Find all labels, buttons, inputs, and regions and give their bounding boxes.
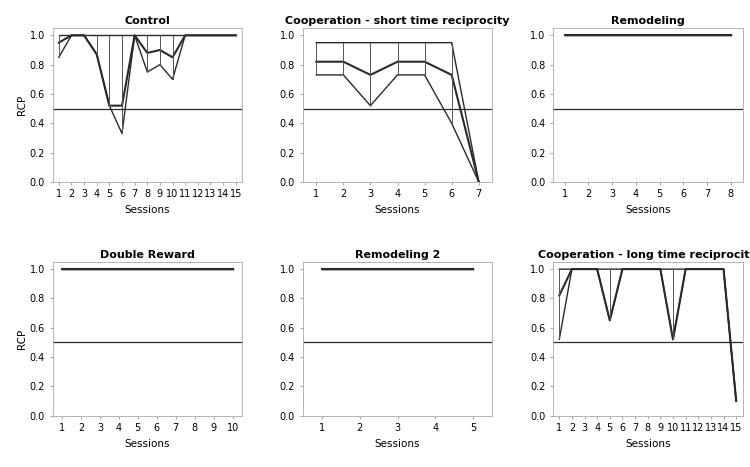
Title: Control: Control [124, 16, 170, 26]
Y-axis label: RCP: RCP [16, 95, 27, 115]
Title: Double Reward: Double Reward [100, 250, 195, 260]
X-axis label: Sessions: Sessions [625, 439, 670, 449]
Title: Cooperation - long time reciprocity: Cooperation - long time reciprocity [538, 250, 750, 260]
Title: Remodeling: Remodeling [610, 16, 685, 26]
Title: Remodeling 2: Remodeling 2 [355, 250, 440, 260]
X-axis label: Sessions: Sessions [124, 439, 170, 449]
X-axis label: Sessions: Sessions [124, 205, 170, 215]
Y-axis label: RCP: RCP [16, 329, 27, 349]
X-axis label: Sessions: Sessions [625, 205, 670, 215]
X-axis label: Sessions: Sessions [375, 439, 420, 449]
X-axis label: Sessions: Sessions [375, 205, 420, 215]
Title: Cooperation - short time reciprocity: Cooperation - short time reciprocity [285, 16, 510, 26]
